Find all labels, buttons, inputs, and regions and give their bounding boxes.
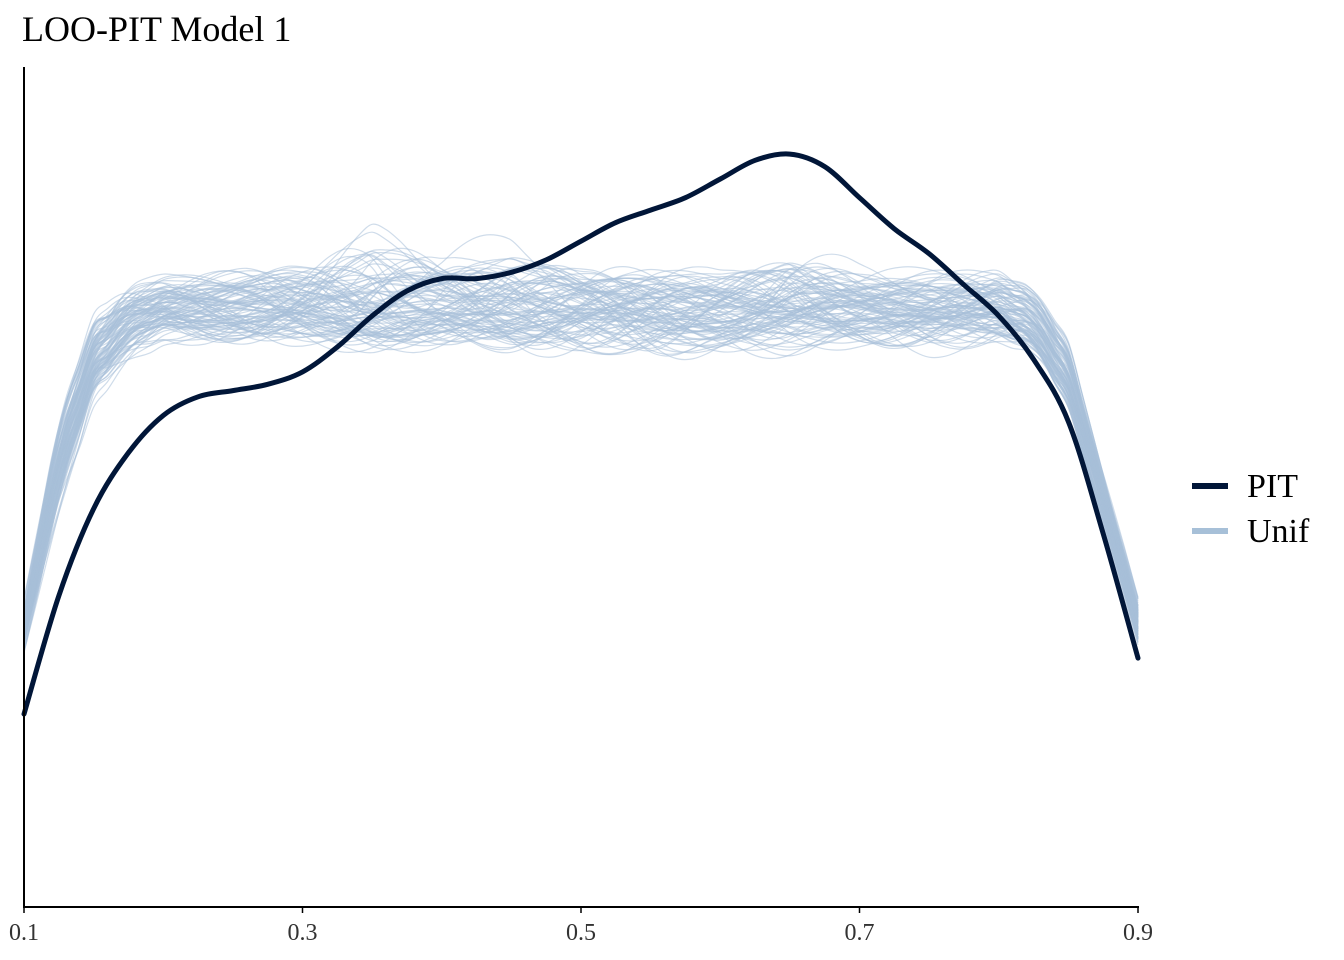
unif-density-draw (23, 269, 1139, 617)
unif-density-draw (23, 272, 1139, 618)
x-tick-label: 0.9 (1123, 920, 1153, 946)
unif-density-draw (23, 267, 1139, 626)
unif-density-draw (23, 297, 1139, 641)
unif-density-draws (23, 223, 1139, 653)
unif-density-draw (23, 266, 1139, 626)
unif-density-draw (23, 267, 1139, 619)
unif-density-draw (23, 276, 1139, 640)
unif-density-draw (23, 274, 1139, 623)
unif-density-draw (23, 268, 1139, 630)
x-tick-label: 0.7 (845, 920, 875, 946)
x-tick-label: 0.1 (9, 920, 39, 946)
pit-density-line (21, 151, 1141, 717)
unif-density-draw (23, 272, 1139, 637)
unif-density-draw (23, 266, 1139, 618)
legend: PIT Unif (1192, 468, 1310, 550)
unif-density-draw (23, 265, 1139, 641)
unif-density-draw (23, 273, 1139, 639)
unif-density-draw (23, 267, 1139, 640)
unif-density-draw (23, 277, 1139, 618)
legend-pit-label: PIT (1247, 468, 1298, 505)
x-tick-label: 0.5 (566, 920, 596, 946)
unif-density-draw (23, 285, 1139, 640)
x-axis-ticks: 0.1 0.3 0.5 0.7 0.9 (9, 907, 1153, 946)
x-tick-label: 0.3 (288, 920, 318, 946)
legend-unif-label: Unif (1247, 513, 1310, 550)
chart-title: LOO-PIT Model 1 (22, 9, 292, 49)
unif-density-draw (23, 286, 1139, 632)
